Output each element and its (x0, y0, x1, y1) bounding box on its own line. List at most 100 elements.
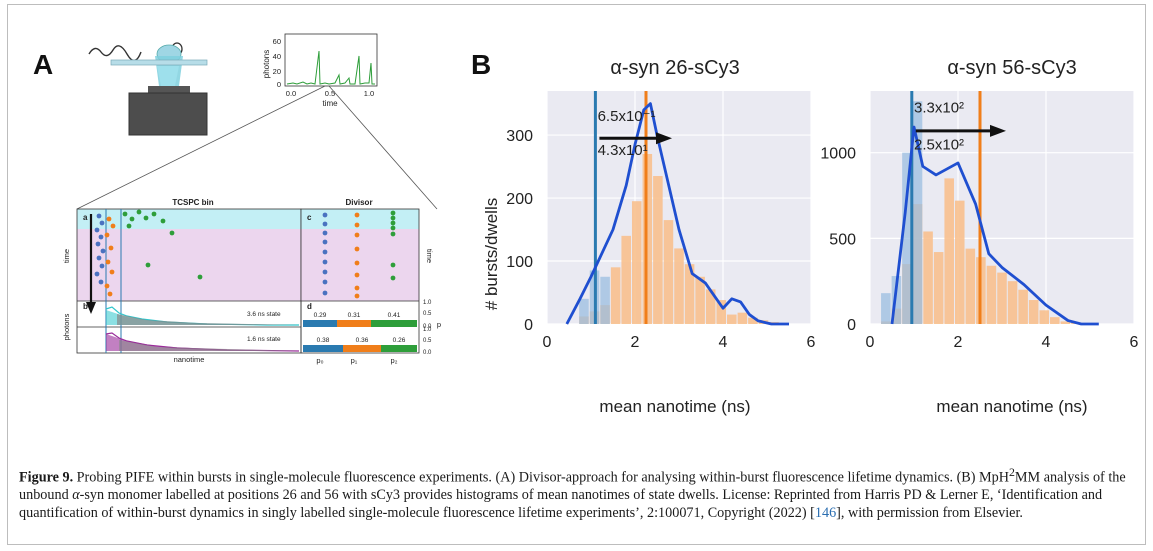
bar-orange (923, 231, 933, 324)
trace-ytick: 0 (277, 80, 281, 89)
x-tick-label: 4 (719, 334, 728, 351)
caption-reference-link[interactable]: 146 (814, 504, 837, 521)
trace-xtick: 1.0 (364, 89, 374, 98)
sub-d-label: d (307, 302, 312, 311)
divisor-xlabel: p₁ (351, 356, 358, 365)
bar-blue (579, 298, 589, 324)
panel-b-label: B (471, 49, 491, 80)
caption-label: Figure 9. (19, 469, 74, 486)
bar-orange (1028, 300, 1039, 324)
divisor-title: Divisor (345, 198, 372, 207)
bar-orange (631, 201, 642, 324)
zoom-line-left (76, 85, 326, 210)
sub-c-label: c (307, 213, 312, 222)
y-tick-label: 100 (506, 254, 533, 271)
trace-ytick: 40 (273, 52, 281, 61)
y-tick-label: 0 (847, 317, 856, 334)
divisor-axis-tick: 0.5 (423, 338, 432, 344)
bar-orange (997, 272, 1007, 324)
divisor-xlabel: p₀ (316, 356, 323, 365)
bar-orange (986, 265, 997, 324)
tcspc-title: TCSPC bin (172, 198, 213, 207)
histogram-26-scy3: 0 2 4 6 0 100 200 300 6.5x10⁻¹ 4.3x10¹ (506, 91, 816, 351)
caption-text: MM analysis of the unbound (19, 469, 1126, 504)
bar-blue (891, 276, 902, 324)
bar-orange (1039, 310, 1050, 324)
trace-ytick: 20 (273, 67, 281, 76)
tcspc-xlabel: nanotime (174, 355, 205, 364)
tcspc-photons-label: photons (62, 313, 71, 340)
histogram-56-scy3: 0 2 4 6 0 500 1000 3.3x10² 2.5x10² (820, 91, 1139, 351)
bar-orange (944, 178, 954, 324)
fit-curve (565, 102, 789, 326)
x-tick-label: 2 (954, 334, 963, 351)
divisor-axis-tick: 0.0 (423, 350, 432, 356)
tcspc-panel: a b time photons 3.6 ns state 1.6 ns sta… (62, 208, 302, 364)
x-tick-label: 6 (1130, 334, 1139, 351)
chart-2-title: α-syn 56-sCy3 (947, 57, 1076, 79)
divisor-axis-tick: 1.0 (423, 300, 432, 306)
bar-blue (600, 276, 610, 324)
bar-orange (748, 317, 758, 324)
caption-text: -syn monomer labelled at positions 26 an… (19, 487, 1103, 521)
sub-b-label: b (83, 302, 88, 311)
bar-orange (965, 248, 976, 324)
x-tick-label: 4 (1042, 334, 1051, 351)
chart-1-ylabel: # bursts/dwells (482, 198, 501, 310)
trace-xtick: 0.5 (325, 89, 335, 98)
divisor-r1-p0: 0.29 (314, 312, 327, 319)
divisor-p-label: p (437, 320, 441, 329)
rate-annotation: 3.3x10² (914, 99, 964, 116)
trace-xtick: 0.0 (286, 89, 296, 98)
bar-blue (881, 293, 891, 324)
divisor-axis-tick: 1.0 (423, 327, 432, 333)
y-tick-label: 1000 (820, 146, 856, 163)
divisor-xlabel: p₂ (390, 356, 397, 365)
state1-label: 3.6 ns state (247, 311, 281, 318)
rate-annotation: 4.3x10¹ (598, 142, 648, 159)
transition-arrowhead (656, 132, 672, 145)
divisor-r1-p1: 0.31 (348, 312, 361, 319)
divisor-time-label: time (425, 249, 434, 263)
bar-orange (610, 267, 621, 324)
trace-ytick: 60 (273, 37, 281, 46)
chart-2-xlabel: mean nanotime (ns) (936, 397, 1087, 416)
divisor-axis-tick: 0.0 (423, 324, 432, 330)
y-tick-label: 0 (524, 317, 533, 334)
sub-a-label: a (83, 213, 88, 222)
chart-1-xlabel: mean nanotime (ns) (599, 397, 750, 416)
bar-orange (1018, 289, 1028, 324)
divisor-panel: c d time p 0.29 0.31 0.41 0.38 0.36 0.26… (300, 208, 441, 365)
transition-arrowhead (990, 124, 1006, 137)
divisor-r2-p2: 0.26 (393, 337, 406, 344)
bar-orange (1060, 321, 1071, 324)
chart-1-title: α-syn 26-sCy3 (610, 57, 739, 79)
caption-text: ], with permission from Elsevier. (836, 504, 1023, 521)
divisor-r2-p0: 0.38 (317, 337, 330, 344)
caption-text: Probing PIFE within bursts in single-mol… (73, 469, 1009, 486)
figure-frame (7, 4, 1146, 545)
zoom-line-right (328, 85, 438, 210)
bar-orange (1050, 317, 1060, 324)
divisor-r1-p2: 0.41 (388, 312, 401, 319)
bar-orange (933, 252, 944, 324)
bar-blue (912, 101, 923, 324)
y-tick-label: 200 (506, 191, 533, 208)
x-tick-label: 6 (807, 334, 816, 351)
figure-caption: Figure 9. Probing PIFE within bursts in … (19, 464, 1134, 523)
x-tick-label: 2 (631, 334, 640, 351)
bar-blue (902, 152, 912, 324)
state2-label: 1.6 ns state (247, 336, 281, 343)
trace-ylabel: photons (262, 50, 271, 78)
bar-orange (737, 312, 748, 324)
divisor-r2-p1: 0.36 (356, 337, 369, 344)
bar-orange (663, 220, 674, 324)
rate-annotation: 2.5x10² (914, 136, 964, 153)
tcspc-time-label: time (62, 249, 71, 263)
bar-orange (727, 314, 737, 324)
panel-a-label: A (33, 49, 53, 80)
trace-xlabel: time (322, 99, 338, 108)
bar-orange (954, 200, 965, 324)
caption-alpha: α (72, 487, 80, 504)
microscope-illustration (88, 42, 208, 136)
